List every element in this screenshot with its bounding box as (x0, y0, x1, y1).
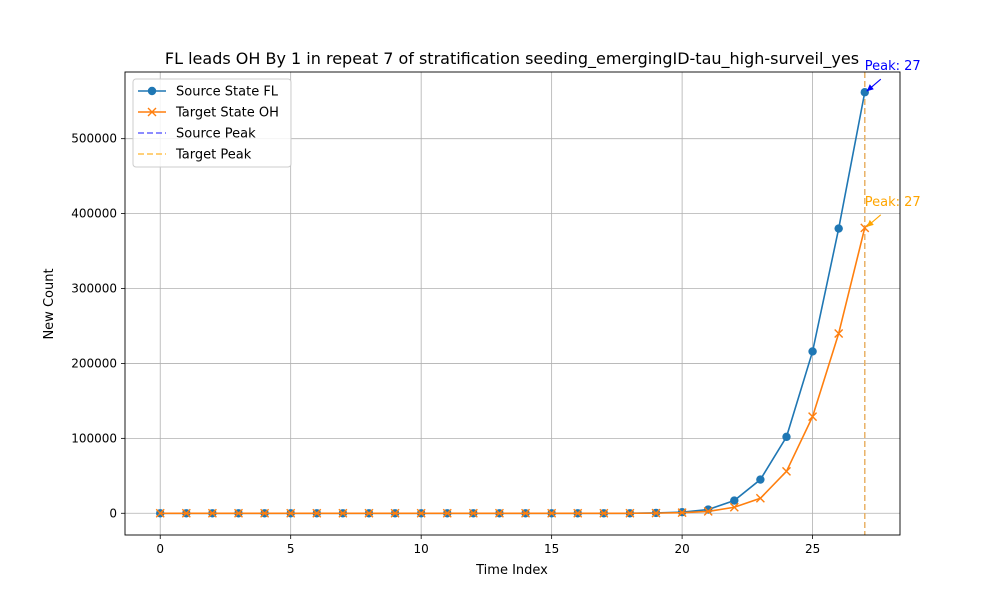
data-point (756, 475, 765, 484)
legend-label: Target Peak (175, 148, 252, 163)
y-tick-label: 400000 (71, 207, 117, 221)
x-axis-label: Time Index (475, 563, 548, 578)
data-point (782, 432, 791, 442)
y-tick-label: 200000 (71, 356, 117, 370)
grid-lines (125, 72, 900, 535)
data-point (834, 328, 844, 338)
x-tick-label: 10 (414, 542, 429, 556)
series-line (160, 227, 866, 515)
data-point (155, 508, 165, 518)
data-point (704, 505, 713, 514)
y-axis-label: New Count (42, 268, 57, 339)
data-point (860, 223, 870, 233)
data-point (703, 506, 713, 516)
data-point (730, 496, 739, 505)
x-tick-label: 0 (156, 542, 164, 556)
peak-arrowhead (866, 219, 874, 227)
data-point (312, 508, 322, 518)
data-point (181, 508, 191, 518)
data-point (729, 502, 739, 512)
data-point (207, 508, 217, 518)
data-point (834, 224, 843, 233)
data-point (781, 466, 791, 476)
data-point (808, 412, 818, 422)
data-point (442, 508, 452, 518)
y-tick-label: 100000 (71, 431, 117, 445)
data-point (260, 508, 270, 518)
x-tick-label: 15 (544, 542, 559, 556)
data-point (364, 508, 374, 518)
data-point (860, 88, 869, 97)
data-point (390, 508, 400, 518)
chart-title: FL leads OH By 1 in repeat 7 of stratifi… (165, 49, 859, 69)
legend-label: Source State FL (176, 85, 279, 100)
legend-label: Target State OH (175, 106, 279, 121)
data-point (234, 508, 244, 518)
legend-box (132, 78, 292, 168)
peak-annotations: Peak: 27 Peak: 27 (865, 59, 921, 228)
y-tick-label: 500000 (71, 132, 117, 146)
legend: Source State FL Target State OH Source Pea… (132, 78, 292, 168)
legend-marker (147, 107, 157, 117)
data-point (755, 493, 765, 503)
data-point (573, 508, 583, 518)
x-tick-label: 20 (674, 542, 689, 556)
data-point (651, 508, 661, 518)
x-tick-label: 5 (287, 542, 295, 556)
tick-labels: 0 5 10 15 20 25 0 100000 200000 300000 400000 50000… (71, 132, 820, 556)
peak-arrowhead (866, 84, 874, 92)
y-tick-label: 0 (109, 506, 117, 520)
axes-frame (124, 71, 901, 536)
data-point (494, 508, 504, 518)
series-group (155, 88, 870, 518)
x-tick-label: 25 (805, 542, 820, 556)
data-point (521, 508, 531, 518)
y-tick-label: 300000 (71, 282, 117, 296)
data-point (677, 508, 687, 518)
data-point (599, 508, 609, 518)
data-point (338, 508, 348, 518)
peak-label: Peak: 27 (865, 59, 921, 74)
peak-label: Peak: 27 (865, 195, 921, 210)
data-point (416, 508, 426, 518)
data-point (286, 508, 296, 518)
data-point (625, 508, 635, 518)
data-point (468, 508, 478, 518)
data-point (547, 508, 557, 518)
legend-marker (147, 86, 157, 96)
legend-label: Source Peak (176, 127, 256, 142)
data-point (808, 347, 817, 356)
plot-area-frame (124, 71, 901, 536)
